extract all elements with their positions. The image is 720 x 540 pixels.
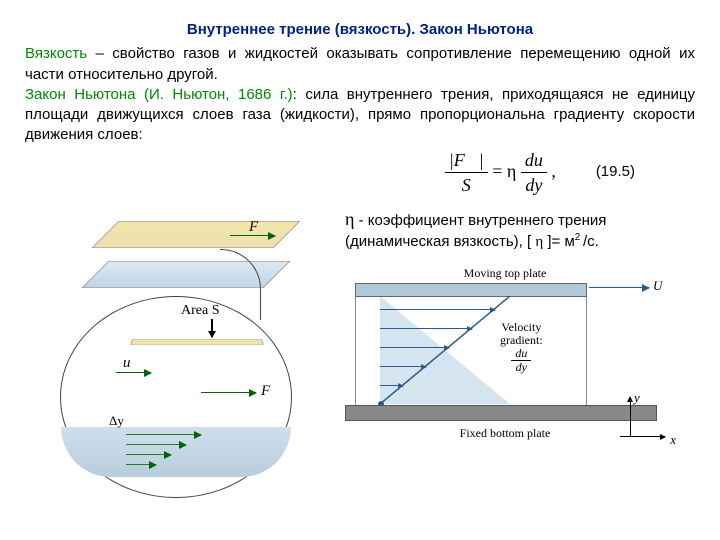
force-arrow-inner bbox=[201, 392, 256, 393]
equation-number: (19.5) bbox=[596, 162, 635, 182]
label-u: u⃗ bbox=[123, 353, 142, 373]
zoom-circle: Area S u⃗ F⃗ Δy bbox=[60, 296, 292, 498]
eq-lhs-den: S bbox=[445, 173, 488, 197]
label-area: Area S bbox=[181, 302, 220, 321]
eta-definition: η - коэффициент внутреннего трения (дина… bbox=[345, 207, 695, 253]
vel-2 bbox=[126, 444, 186, 445]
ref-newton: (И. Ньютон, 1686 г.) bbox=[136, 86, 293, 103]
velocity-gradient-label: Velocity gradient: dudy bbox=[500, 321, 543, 375]
eq-rhs-num: du bbox=[521, 148, 547, 173]
eq-tail: , bbox=[551, 160, 556, 180]
vel-3 bbox=[126, 454, 171, 455]
vel-4 bbox=[126, 464, 156, 465]
label-dy: Δy bbox=[109, 412, 124, 430]
eq-sign: = η bbox=[492, 160, 521, 180]
page-title: Внутреннее трение (вязкость). Закон Ньют… bbox=[25, 20, 695, 40]
va4 bbox=[380, 366, 426, 367]
term-newton: Закон Ньютона bbox=[25, 86, 136, 103]
va2 bbox=[380, 328, 472, 329]
area-arrow-icon bbox=[211, 319, 213, 337]
vel-den: dy bbox=[511, 361, 531, 374]
label-U: U bbox=[653, 277, 662, 295]
caption-bottom: Fixed bottom plate bbox=[345, 425, 665, 441]
u-arrow-icon bbox=[589, 287, 649, 288]
figure-right-couette: Moving top plate U Velocity gradient: du… bbox=[345, 263, 665, 443]
fixed-plate bbox=[345, 405, 657, 421]
vel-1 bbox=[126, 434, 201, 435]
va3 bbox=[380, 347, 449, 348]
vel-sub: gradient: bbox=[500, 333, 543, 347]
eta-text3: /с. bbox=[583, 233, 599, 250]
eta-exp: 2 bbox=[575, 232, 583, 243]
def-viscosity: – свойство газов и жидкостей оказывать с… bbox=[25, 45, 695, 82]
equation-row: |F⃗|S = η dudy , (19.5) bbox=[25, 148, 695, 198]
figure-left-shear: F⃗ Area S u⃗ F⃗ Δy bbox=[25, 201, 335, 501]
eq-lhs-num: |F⃗| bbox=[445, 148, 488, 173]
eq-rhs-den: dy bbox=[521, 173, 547, 197]
va5 bbox=[380, 385, 403, 386]
va1 bbox=[380, 309, 495, 310]
label-y: y bbox=[634, 389, 640, 407]
term-viscosity: Вязкость bbox=[25, 45, 87, 62]
inner-top-plate bbox=[130, 339, 264, 345]
vel-title: Velocity bbox=[501, 320, 541, 334]
label-F-inner: F⃗ bbox=[261, 381, 282, 401]
label-F-top: F⃗ bbox=[249, 217, 270, 237]
moving-plate bbox=[355, 283, 587, 297]
caption-top: Moving top plate bbox=[345, 265, 665, 281]
equation: |F⃗|S = η dudy , bbox=[445, 148, 556, 198]
eta-symbol: η bbox=[345, 209, 354, 229]
vel-num: du bbox=[511, 347, 531, 361]
paragraph: Вязкость – свойство газов и жидкостей ок… bbox=[25, 44, 695, 145]
eta-text2: ]= м bbox=[543, 233, 575, 250]
label-x: x bbox=[670, 431, 676, 449]
